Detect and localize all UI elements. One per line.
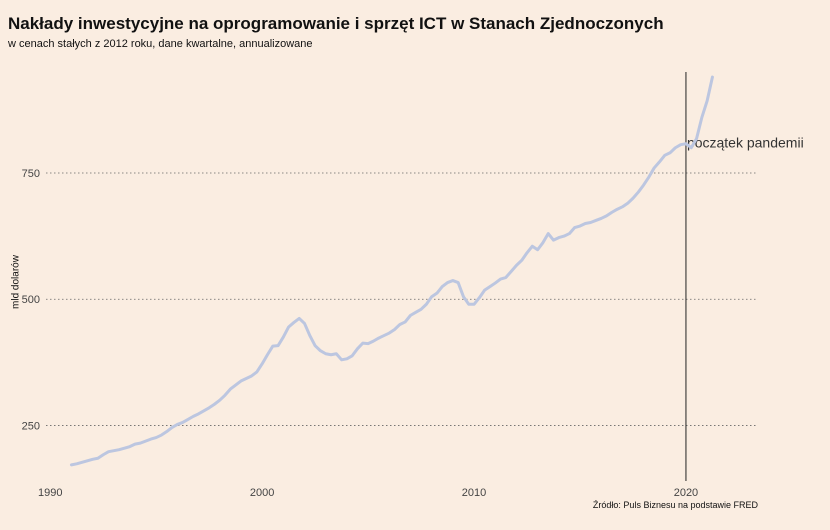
y-tick-label: 250 — [22, 420, 40, 432]
y-gridlines — [46, 172, 758, 426]
chart-title: Nakłady inwestycyjne na oprogramowanie i… — [8, 14, 664, 33]
x-tick-label: 2020 — [674, 487, 698, 499]
source-note: Źródło: Puls Biznesu na podstawie FRED — [592, 500, 758, 510]
y-tick-label: 750 — [22, 168, 40, 180]
axis-tick-labels: 250 500 750 1990 2000 2010 2020 — [22, 168, 699, 499]
x-tick-label: 2000 — [250, 487, 274, 499]
y-tick-label: 500 — [22, 294, 40, 306]
x-tick-label: 1990 — [38, 487, 62, 499]
series-layer — [69, 75, 714, 467]
x-tick-label: 2010 — [462, 487, 486, 499]
chart-subtitle: w cenach stałych z 2012 roku, dane kwart… — [8, 38, 313, 50]
series-line — [69, 75, 714, 467]
pandemic-label: początek pandemii — [687, 135, 804, 151]
pandemic-annotation: początek pandemii — [685, 72, 804, 481]
